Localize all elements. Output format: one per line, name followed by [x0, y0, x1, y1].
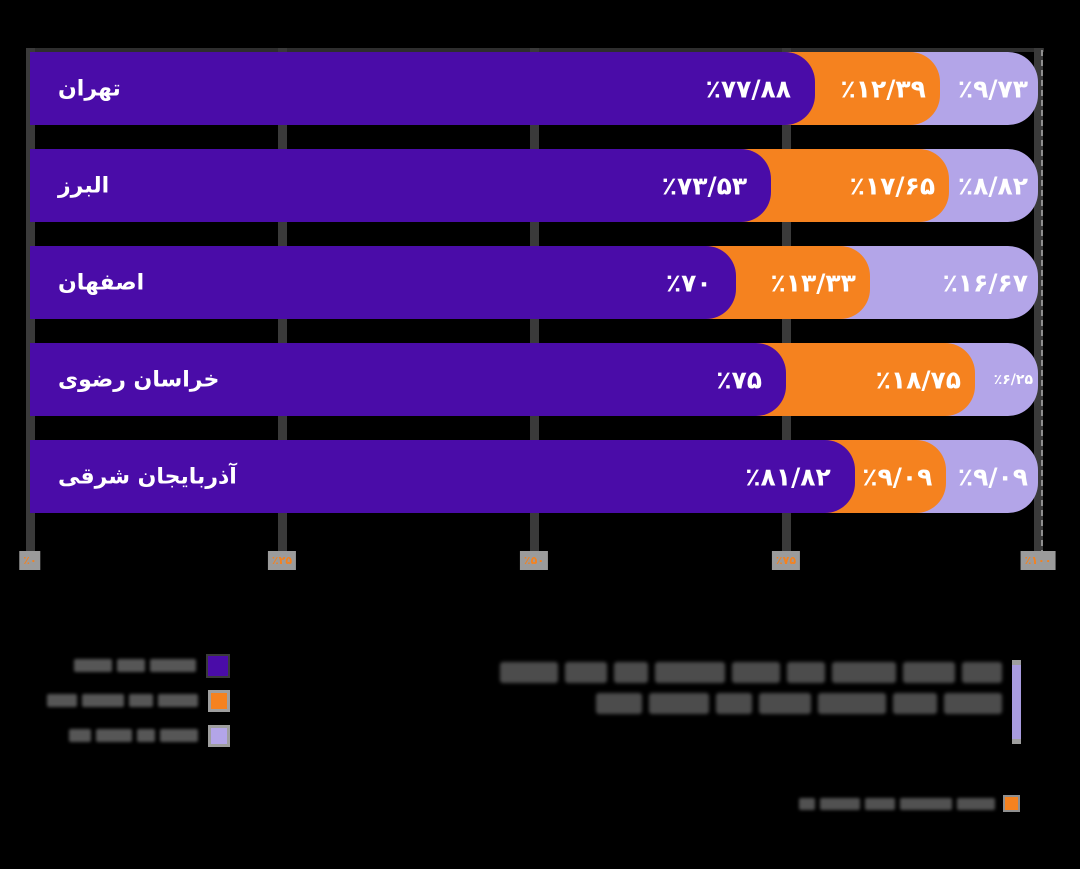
value-label: ٪۸۱/۸۲: [745, 462, 831, 491]
category-label: البرز: [58, 173, 110, 198]
legend-label-blurred: [69, 729, 198, 742]
bar-segment-dark-purple: البرز ٪۷۳/۵۳: [30, 149, 772, 222]
legend-swatch-orange: [208, 689, 230, 712]
chart-legend: [38, 653, 230, 747]
value-label: ٪۹/۷۳: [957, 74, 1028, 103]
category-label: تهران: [58, 76, 121, 101]
bar-segment-dark-purple: تهران ٪۷۷/۸۸: [30, 52, 816, 125]
x-axis-tick-label: ٪۰: [19, 551, 41, 570]
x-axis-tick-label: ٪۵۰: [519, 551, 549, 570]
category-label: خراسان رضوی: [58, 367, 220, 392]
source-note: [790, 795, 1020, 812]
bar-row: ٪۹/۷۳ ٪۱۲/۳۹ تهران ٪۷۷/۸۸: [30, 52, 1038, 125]
value-label: ٪۷۰: [665, 268, 712, 297]
legend-item: [38, 724, 230, 747]
bar-row: ٪۹/۰۹ ٪۹/۰۹ آذربایجان شرقی ٪۸۱/۸۲: [30, 440, 1038, 513]
value-label: ٪۱۷/۶۵: [849, 171, 936, 200]
chart-plot-area: ٪۹/۷۳ ٪۱۲/۳۹ تهران ٪۷۷/۸۸ ٪۸/۸۲ ٪۱۷/۶۵ ا…: [19, 48, 1056, 570]
axis-endline-dashed: [1041, 50, 1043, 566]
title-line-blurred: [500, 662, 1002, 683]
value-label: ٪۷۵: [716, 365, 762, 394]
title-line-blurred: [596, 693, 1002, 714]
value-label: ٪۱۳/۳۳: [770, 268, 856, 297]
x-axis-tick-label: ٪۱۰۰: [1020, 551, 1056, 570]
value-label: ٪۱۶/۶۷: [942, 268, 1028, 297]
legend-label-blurred: [74, 659, 196, 672]
category-label: آذربایجان شرقی: [58, 464, 237, 489]
value-label: ٪۱۸/۷۵: [875, 365, 961, 394]
bar-row: ٪۱۶/۶۷ ٪۱۳/۳۳ اصفهان ٪۷۰: [30, 246, 1038, 319]
value-label: ٪۷۳/۵۳: [661, 171, 748, 200]
legend-item: [38, 689, 230, 712]
chart-title-block: [480, 660, 1021, 744]
bar-row: ٪۶/۲۵ ٪۱۸/۷۵ خراسان رضوی ٪۷۵: [30, 343, 1038, 416]
bar-segment-dark-purple: اصفهان ٪۷۰: [30, 246, 736, 319]
bar-segment-dark-purple: آذربایجان شرقی ٪۸۱/۸۲: [30, 440, 855, 513]
title-accent-bar: [1012, 660, 1021, 744]
axis-gridline: [1034, 48, 1043, 570]
legend-swatch-light-purple: [208, 724, 230, 747]
value-label: ٪۹/۰۹: [957, 462, 1028, 491]
x-axis-tick-label: ٪۲۵: [267, 551, 297, 570]
value-label: ٪۹/۰۹: [862, 462, 933, 491]
legend-label-blurred: [47, 694, 198, 707]
bar-segment-dark-purple: خراسان رضوی ٪۷۵: [30, 343, 786, 416]
legend-item: [38, 653, 230, 678]
source-text-blurred: [799, 797, 995, 810]
bar-row: ٪۸/۸۲ ٪۱۷/۶۵ البرز ٪۷۳/۵۳: [30, 149, 1038, 222]
value-label: ٪۱۲/۳۹: [840, 74, 926, 103]
value-label: ٪۷۷/۸۸: [705, 74, 792, 103]
legend-swatch-dark-purple: [206, 653, 230, 678]
source-marker: [1003, 795, 1020, 812]
value-label: ٪۸/۸۲: [957, 171, 1028, 200]
category-label: اصفهان: [58, 270, 145, 295]
value-label: ٪۶/۲۵: [993, 371, 1033, 388]
x-axis-tick-label: ٪۷۵: [771, 551, 801, 570]
